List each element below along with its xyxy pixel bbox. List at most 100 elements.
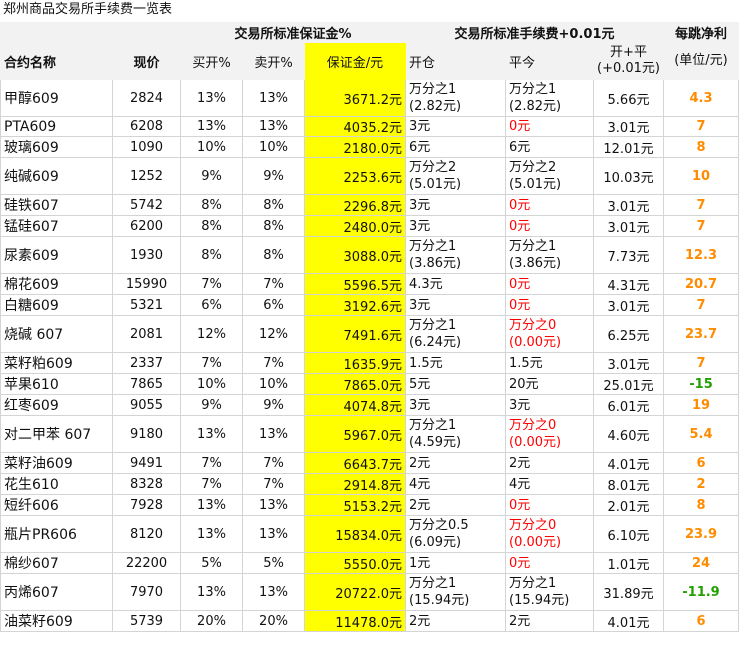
close-fee-line1: 0元 xyxy=(509,497,531,513)
net-per-tick: 23.9 xyxy=(663,515,739,553)
header-name: 合约名称 xyxy=(0,42,113,80)
open-fee-line1: 万分之0.5 xyxy=(409,518,469,533)
sell-open-pct: 10% xyxy=(242,136,305,158)
sell-open-pct: 13% xyxy=(242,573,305,611)
net-per-tick: 7 xyxy=(663,352,739,374)
open-fee-line1: 5元 xyxy=(409,376,431,392)
contract-name: 锰硅607 xyxy=(0,215,113,237)
header-total-line1: 开+平 xyxy=(610,45,647,60)
close-fee-line2: (0.00元) xyxy=(509,335,562,350)
open-fee-line2: (6.24元) xyxy=(409,335,462,350)
sell-open-pct: 13% xyxy=(242,116,305,137)
open-fee-line1: 3元 xyxy=(409,297,431,313)
sell-open-pct: 8% xyxy=(242,236,305,274)
open-fee: 3元 xyxy=(405,116,506,137)
close-fee-line1: 4元 xyxy=(509,476,531,492)
buy-open-pct: 13% xyxy=(180,515,243,553)
sell-open-pct: 7% xyxy=(242,273,305,295)
margin-value: 11478.0元 xyxy=(304,610,406,632)
net-per-tick: 2 xyxy=(663,473,739,495)
close-today-fee: 万分之1 (15.94元) xyxy=(505,573,594,611)
net-per-tick: 8 xyxy=(663,136,739,158)
close-today-fee: 0元 xyxy=(505,494,594,516)
margin-value: 2480.0元 xyxy=(304,215,406,237)
sell-open-pct: 8% xyxy=(242,215,305,237)
current-price: 6200 xyxy=(112,215,181,237)
net-per-tick: 7 xyxy=(663,116,739,137)
open-fee: 1.5元 xyxy=(405,352,506,374)
close-fee-line2: (0.00元) xyxy=(509,535,562,550)
table-row: 菜籽油609 9491 7% 7% 6643.7元 2元 2元 4.01元 6 xyxy=(0,452,739,474)
margin-value: 2296.8元 xyxy=(304,194,406,216)
current-price: 9180 xyxy=(112,415,181,453)
open-fee-line2: (3.86元) xyxy=(409,256,462,271)
net-per-tick: 10 xyxy=(663,157,739,195)
open-fee: 3元 xyxy=(405,215,506,237)
header-empty-name xyxy=(0,22,113,43)
total-fee: 7.73元 xyxy=(593,236,664,274)
open-fee-line1: 4元 xyxy=(409,476,431,492)
buy-open-pct: 8% xyxy=(180,236,243,274)
header-price: 现价 xyxy=(112,42,181,80)
current-price: 15990 xyxy=(112,273,181,295)
contract-name: 纯碱609 xyxy=(0,157,113,195)
total-fee: 25.01元 xyxy=(593,373,664,395)
table-row: 短纤606 7928 13% 13% 5153.2元 2元 0元 2.01元 8 xyxy=(0,494,739,516)
close-fee-line2: (3.86元) xyxy=(509,256,562,271)
header-margin: 保证金/元 xyxy=(304,42,406,80)
buy-open-pct: 13% xyxy=(180,79,243,117)
table-row: 红枣609 9055 9% 9% 4074.8元 3元 3元 6.01元 19 xyxy=(0,394,739,416)
open-fee-line1: 万分之1 xyxy=(409,318,457,333)
margin-value: 3671.2元 xyxy=(304,79,406,117)
close-today-fee: 万分之0 (0.00元) xyxy=(505,315,594,353)
open-fee-line2: (2.82元) xyxy=(409,99,462,114)
open-fee: 3元 xyxy=(405,394,506,416)
open-fee-line1: 3元 xyxy=(409,218,431,234)
margin-value: 2914.8元 xyxy=(304,473,406,495)
open-fee-line1: 4.3元 xyxy=(409,276,443,292)
table-row: 纯碱609 1252 9% 9% 2253.6元 万分之2 (5.01元) 万分之2 (5.01… xyxy=(0,157,739,195)
header-open: 开仓 xyxy=(405,42,506,80)
sell-open-pct: 20% xyxy=(242,610,305,632)
open-fee-line2: (4.59元) xyxy=(409,435,462,450)
close-fee-line1: 0元 xyxy=(509,276,531,292)
open-fee-line2: (6.09元) xyxy=(409,535,462,550)
margin-value: 5550.0元 xyxy=(304,552,406,574)
open-fee: 4元 xyxy=(405,473,506,495)
open-fee: 万分之2 (5.01元) xyxy=(405,157,506,195)
contract-name: 花生610 xyxy=(0,473,113,495)
sell-open-pct: 7% xyxy=(242,352,305,374)
open-fee: 2元 xyxy=(405,494,506,516)
contract-name: 甲醇609 xyxy=(0,79,113,117)
sell-open-pct: 9% xyxy=(242,157,305,195)
header-net-line1: 每跳净利 xyxy=(663,22,739,43)
buy-open-pct: 10% xyxy=(180,373,243,395)
open-fee-line1: 万分之1 xyxy=(409,418,457,433)
open-fee: 万分之1 (2.82元) xyxy=(405,79,506,117)
close-fee-line1: 2元 xyxy=(509,613,531,629)
table-row: 烧碱 607 2081 12% 12% 7491.6元 万分之1 (6.24元) 万分之0 (0… xyxy=(0,315,739,353)
margin-value: 4074.8元 xyxy=(304,394,406,416)
open-fee-line1: 万分之1 xyxy=(409,239,457,254)
contract-name: 棉花609 xyxy=(0,273,113,295)
table-row: 棉纱607 22200 5% 5% 5550.0元 1元 0元 1.01元 24 xyxy=(0,552,739,574)
close-fee-line1: 2元 xyxy=(509,455,531,471)
open-fee: 3元 xyxy=(405,294,506,316)
open-fee: 5元 xyxy=(405,373,506,395)
close-fee-line1: 0元 xyxy=(509,119,531,134)
open-fee-line1: 3元 xyxy=(409,119,431,134)
margin-value: 2253.6元 xyxy=(304,157,406,195)
open-fee: 4.3元 xyxy=(405,273,506,295)
close-fee-line1: 20元 xyxy=(509,376,539,392)
current-price: 6208 xyxy=(112,116,181,137)
margin-value: 1635.9元 xyxy=(304,352,406,374)
header-sell-open: 卖开% xyxy=(242,42,305,80)
total-fee: 3.01元 xyxy=(593,352,664,374)
margin-value: 4035.2元 xyxy=(304,116,406,137)
header-empty-price xyxy=(112,22,181,43)
buy-open-pct: 9% xyxy=(180,394,243,416)
contract-name: 白糖609 xyxy=(0,294,113,316)
close-today-fee: 万分之1 (2.82元) xyxy=(505,79,594,117)
total-fee: 10.03元 xyxy=(593,157,664,195)
open-fee: 2元 xyxy=(405,452,506,474)
